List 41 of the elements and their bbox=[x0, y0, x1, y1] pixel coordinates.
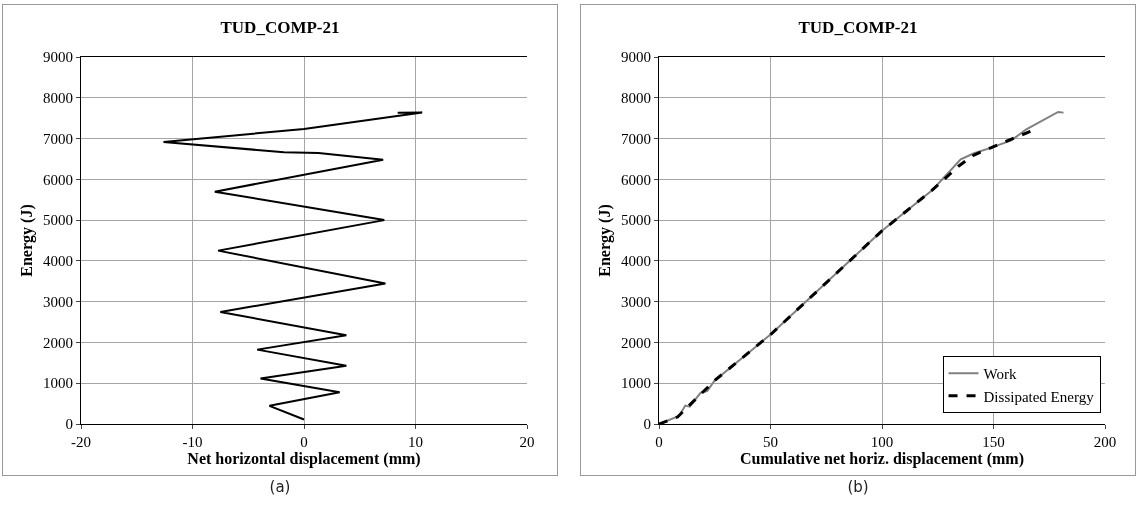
x-tick-label: 0 bbox=[655, 434, 663, 450]
y-tick-label: 0 bbox=[643, 416, 651, 433]
y-tick-label: 4000 bbox=[43, 253, 73, 270]
x-tick-label: 0 bbox=[300, 434, 308, 450]
y-tick-label: 5000 bbox=[43, 212, 73, 229]
x-tick-label: -20 bbox=[71, 434, 91, 450]
y-tick-label: 2000 bbox=[43, 334, 73, 351]
text: (b) bbox=[846, 478, 870, 496]
y-tick-label: 8000 bbox=[43, 90, 73, 107]
x-axis-title: Cumulative net horiz. displacement (mm) bbox=[740, 450, 1024, 468]
x-tick-label: 20 bbox=[519, 434, 535, 450]
x-tick-label: 50 bbox=[763, 434, 778, 450]
legend-label: Work bbox=[983, 366, 1017, 383]
x-axis-title: Net horizontal displacement (mm) bbox=[187, 450, 421, 468]
y-tick-label: 6000 bbox=[43, 171, 73, 188]
y-tick-label: 5000 bbox=[621, 212, 651, 229]
x-tick-label: -10 bbox=[182, 434, 203, 450]
x-tick-label: 100 bbox=[870, 434, 894, 450]
y-tick-label: 2000 bbox=[621, 334, 651, 351]
y-tick-label: 1000 bbox=[621, 375, 651, 392]
x-tick-label: 200 bbox=[1093, 434, 1117, 450]
y-tick-label: 9000 bbox=[621, 49, 651, 66]
y-tick-label: 0 bbox=[65, 416, 73, 433]
chart-title: TUD_COMP-21 bbox=[220, 18, 340, 38]
y-tick-label: 8000 bbox=[621, 90, 651, 107]
text: (a) bbox=[268, 478, 292, 496]
y-tick-label: 7000 bbox=[43, 130, 73, 147]
x-tick-label: 10 bbox=[408, 434, 423, 450]
legend-label: Dissipated Energy bbox=[983, 388, 1095, 405]
y-tick-label: 6000 bbox=[621, 171, 651, 188]
y-tick-label: 4000 bbox=[621, 253, 651, 270]
y-axis-title: Energy (J) bbox=[17, 204, 36, 277]
y-tick-label: 1000 bbox=[43, 375, 73, 392]
y-tick-label: 9000 bbox=[43, 49, 73, 66]
x-tick-label: 150 bbox=[982, 434, 1005, 450]
y-axis-title: Energy (J) bbox=[595, 204, 614, 277]
y-tick-label: 3000 bbox=[43, 293, 73, 310]
line-series bbox=[162, 111, 424, 421]
y-tick-label: 3000 bbox=[621, 293, 651, 310]
y-tick-label: 7000 bbox=[621, 130, 651, 147]
chart-title: TUD_COMP-21 bbox=[798, 18, 918, 38]
